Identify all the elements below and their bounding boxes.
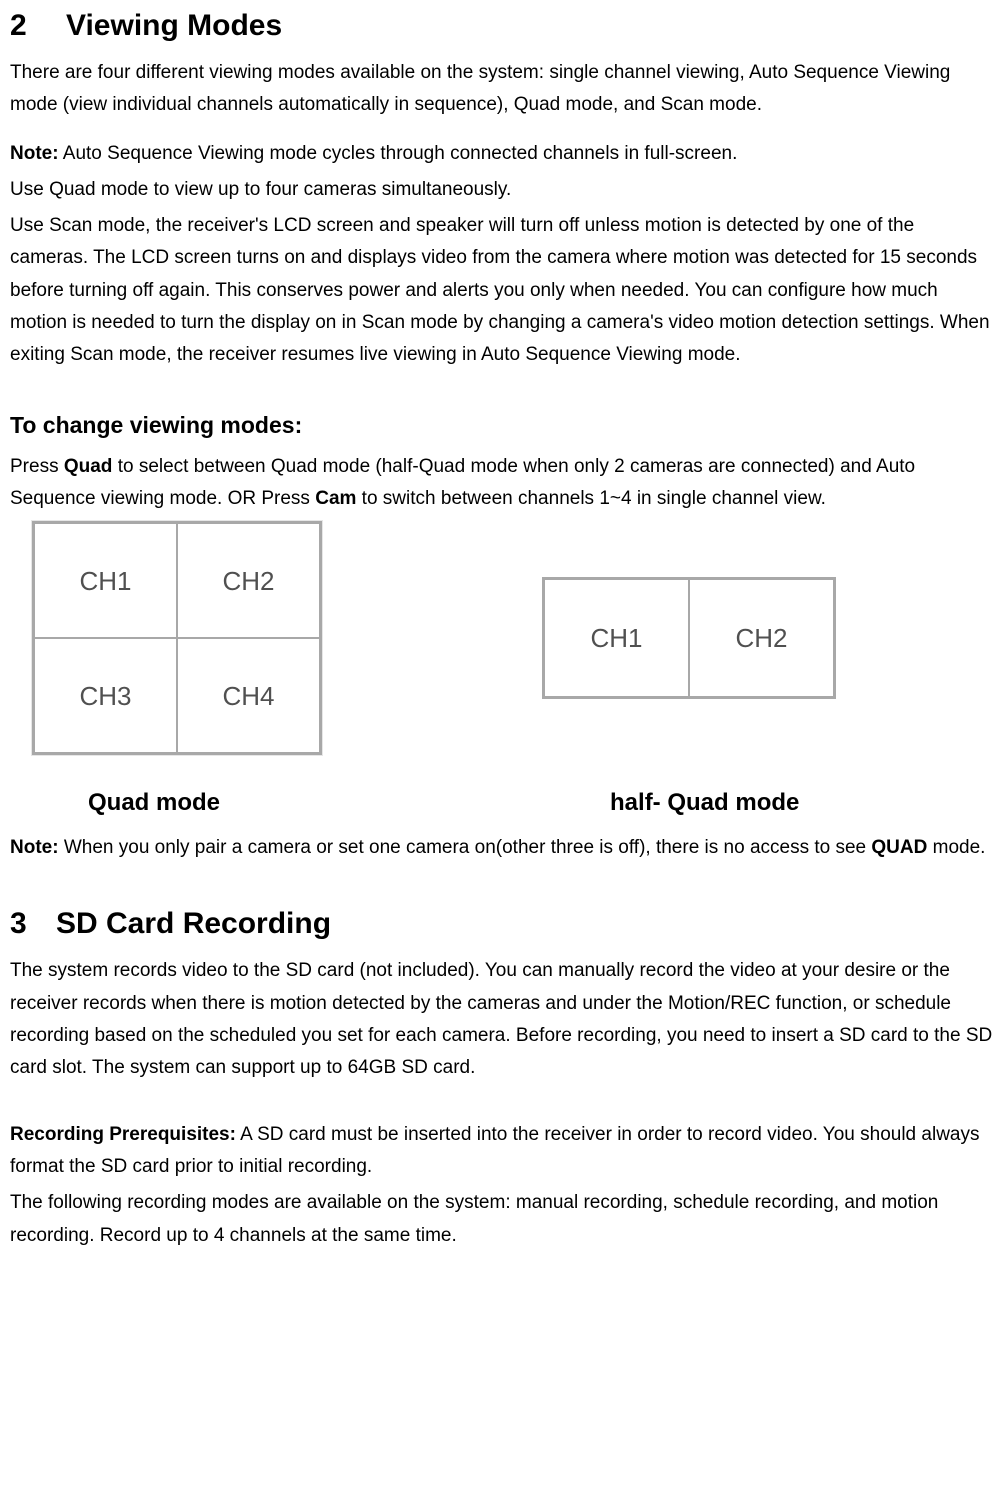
quad-cell-ch1: CH1 xyxy=(34,523,177,638)
section-2-title: Viewing Modes xyxy=(66,9,282,42)
change-modes-heading: To change viewing modes: xyxy=(10,406,995,445)
quad-cell-ch3: CH3 xyxy=(34,638,177,753)
mode-diagrams-row: CH1 CH2 CH3 CH4 CH1 CH2 xyxy=(10,521,995,755)
change-post: to switch between channels 1~4 in single… xyxy=(356,488,826,509)
document-page: 2Viewing Modes There are four different … xyxy=(0,0,1005,1488)
note-label: Note: xyxy=(10,143,59,164)
prereq-label: Recording Prerequisites: xyxy=(10,1124,236,1145)
half-quad-mode-label: half- Quad mode xyxy=(610,783,799,824)
note-body: Auto Sequence Viewing mode cycles throug… xyxy=(59,143,738,164)
section-2-note2: Note: When you only pair a camera or set… xyxy=(10,832,995,864)
section-3-intro: The system records video to the SD card … xyxy=(10,955,995,1084)
mode-labels-row: Quad mode half- Quad mode xyxy=(10,783,995,824)
change-pre: Press xyxy=(10,456,64,477)
half-cell-ch2: CH2 xyxy=(689,579,834,697)
quad-mode-label: Quad mode xyxy=(88,783,220,824)
section-2-number: 2 xyxy=(10,0,66,51)
quad-cell-ch2: CH2 xyxy=(177,523,320,638)
section-2-heading: 2Viewing Modes xyxy=(10,0,995,51)
recording-prereq: Recording Prerequisites: A SD card must … xyxy=(10,1119,995,1184)
quad-cell-ch4: CH4 xyxy=(177,638,320,753)
change-modes-para: Press Quad to select between Quad mode (… xyxy=(10,451,995,516)
note2-end: mode. xyxy=(927,837,985,858)
section-3-heading: 3SD Card Recording xyxy=(10,898,995,949)
note2-quad: QUAD xyxy=(871,837,927,858)
quad-mode-diagram: CH1 CH2 CH3 CH4 xyxy=(32,521,322,755)
note2-mid: When you only pair a camera or set one c… xyxy=(59,837,872,858)
quad-bold: Quad xyxy=(64,456,113,477)
half-quad-mode-diagram: CH1 CH2 xyxy=(542,577,836,699)
scan-mode-para: Use Scan mode, the receiver's LCD screen… xyxy=(10,210,995,371)
section-3-title: SD Card Recording xyxy=(56,907,331,940)
recording-modes-para: The following recording modes are availa… xyxy=(10,1187,995,1252)
half-cell-ch1: CH1 xyxy=(544,579,689,697)
section-2-note: Note: Auto Sequence Viewing mode cycles … xyxy=(10,138,995,170)
quad-mode-line: Use Quad mode to view up to four cameras… xyxy=(10,174,995,206)
note2-label: Note: xyxy=(10,837,59,858)
cam-bold: Cam xyxy=(315,488,356,509)
section-3-number: 3 xyxy=(10,898,56,949)
section-2-intro: There are four different viewing modes a… xyxy=(10,57,995,122)
